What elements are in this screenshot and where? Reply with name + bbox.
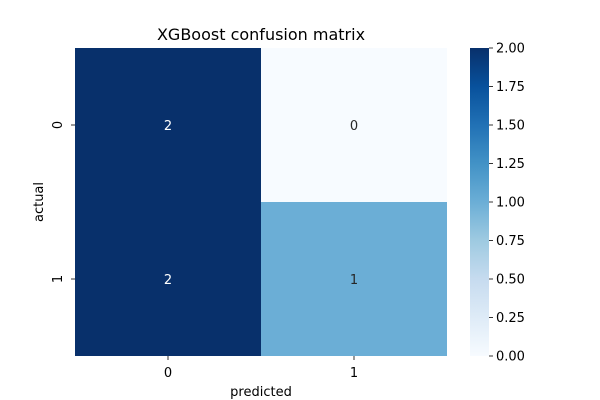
cell-value-label: 2 [164, 119, 172, 134]
colorbar-ticks: 0.00 0.25 0.50 0.75 1.00 1.25 1.50 1.75 2.00 [489, 42, 525, 365]
colorbar-tick-label: 1.75 [496, 80, 525, 95]
colorbar-tick-label: 0.50 [496, 273, 525, 288]
cell-value-label: 1 [350, 273, 358, 288]
colorbar-tick-label: 2.00 [496, 42, 525, 57]
heatmap-cell-labels: 2 02 1 [164, 119, 358, 288]
colorbar [470, 48, 489, 356]
heatmap-cell-1-0 [75, 202, 261, 356]
x-tick-label: 1 [350, 366, 358, 381]
cell-value-label: 2 [164, 273, 172, 288]
y-axis-label: actual [32, 182, 47, 222]
colorbar-tick-label: 1.00 [496, 196, 525, 211]
colorbar-tick-label: 0.25 [496, 311, 525, 326]
colorbar-tick-label: 1.25 [496, 157, 525, 172]
x-tick-label: 0 [164, 366, 172, 381]
heatmap-cells [75, 48, 447, 356]
y-axis-ticks: 01 [51, 121, 75, 283]
colorbar-tick-label: 0.75 [496, 234, 525, 249]
x-axis-label: predicted [230, 385, 292, 400]
colorbar-tick-label: 1.50 [496, 119, 525, 134]
colorbar-tick-label: 0.00 [496, 350, 525, 365]
heatmap-cell-0-0 [75, 48, 261, 202]
cell-value-label: 0 [350, 119, 358, 134]
heatmap-cell-1-1 [261, 202, 447, 356]
y-tick-label: 0 [51, 121, 66, 129]
heatmap-cell-0-1 [261, 48, 447, 202]
chart-title: XGBoost confusion matrix [157, 25, 365, 44]
y-tick-label: 1 [51, 275, 66, 283]
